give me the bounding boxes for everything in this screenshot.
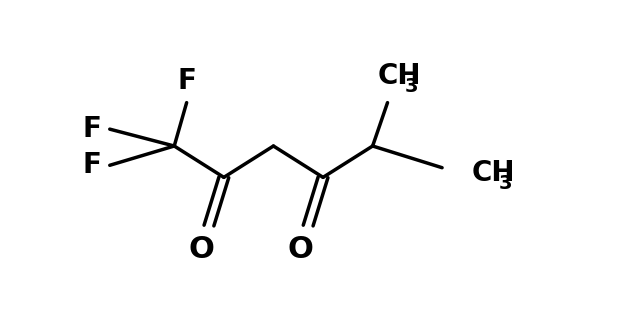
Text: CH: CH [378,62,421,90]
Text: CH: CH [472,158,515,187]
Text: O: O [288,235,314,264]
Text: F: F [83,151,102,179]
Text: O: O [189,235,214,264]
Text: F: F [177,67,196,95]
Text: 3: 3 [405,77,419,96]
Text: F: F [83,115,102,143]
Text: 3: 3 [499,174,513,193]
